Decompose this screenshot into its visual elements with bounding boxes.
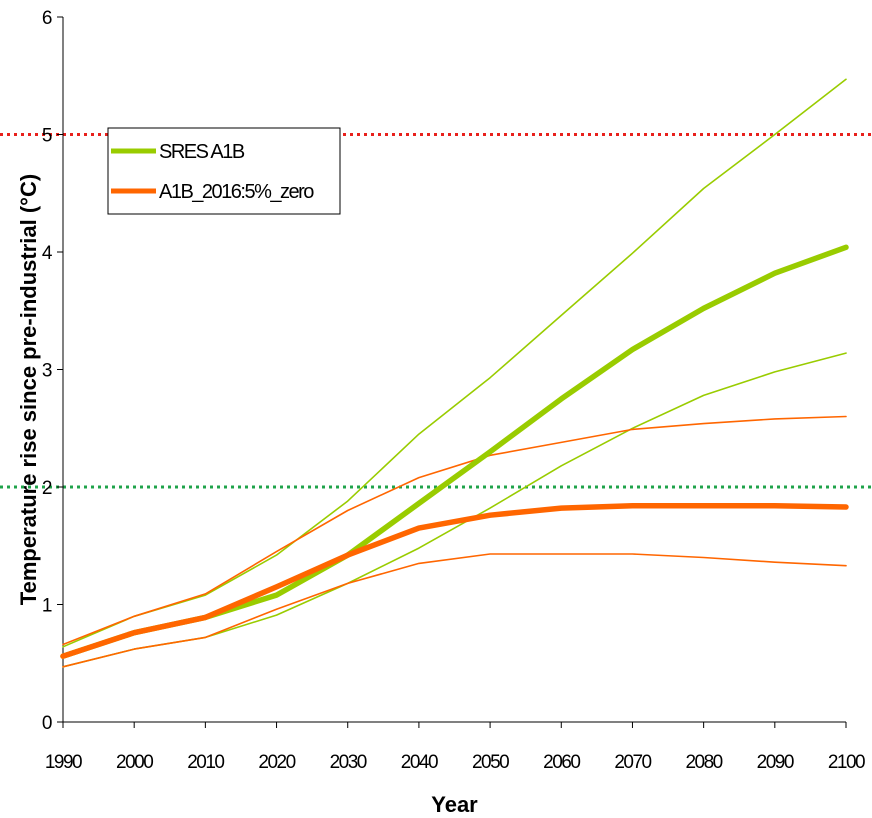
x-tick-label: 2060 (543, 752, 580, 773)
x-tick-label: 2030 (330, 752, 367, 773)
axes: 0 1 2 3 4 5 6 1990 2000 2010 2020 2030 2040 2050 2060 2… (42, 8, 867, 773)
x-axis-title: Year (431, 792, 478, 817)
y-tick-label: 6 (42, 8, 52, 29)
series-line-orange-central (60, 503, 849, 659)
x-tick-label: 2010 (187, 752, 224, 773)
y-tick-label: 4 (42, 243, 53, 264)
series-line-green-central (60, 244, 849, 659)
legend-label: A1B_2016:5%_zero (159, 181, 314, 203)
legend-box (107, 127, 341, 215)
x-tick-label: 2080 (685, 752, 722, 773)
y-tick-label: 5 (42, 126, 52, 147)
x-tick-label: 2000 (116, 752, 153, 773)
y-tick-label: 2 (42, 478, 52, 499)
series-line-green-bound-2 (62, 352, 847, 668)
x-tick-label: 2040 (401, 752, 438, 773)
x-tick-label: 2090 (757, 752, 794, 773)
x-tick-label: 2050 (472, 752, 509, 773)
series-line-orange-bound-5 (62, 553, 847, 668)
x-tick-label: 1990 (45, 752, 82, 773)
series-line-orange-bound-4 (62, 415, 847, 646)
x-tick-label: 2070 (614, 752, 651, 773)
y-tick-label: 0 (42, 713, 52, 734)
x-tick-label: 2100 (828, 752, 865, 773)
y-axis-title: Temperature rise since pre-industrial (°… (16, 174, 41, 605)
y-tick-label: 3 (42, 361, 52, 382)
series-lines (60, 78, 849, 668)
legend-label: SRES A1B (159, 141, 245, 163)
y-tick-label: 1 (42, 596, 52, 617)
legend: SRES A1B A1B_2016:5%_zero (107, 127, 341, 215)
x-tick-label: 2020 (258, 752, 295, 773)
reference-lines (0, 133, 872, 489)
series-line-green-bound-1 (62, 78, 847, 648)
